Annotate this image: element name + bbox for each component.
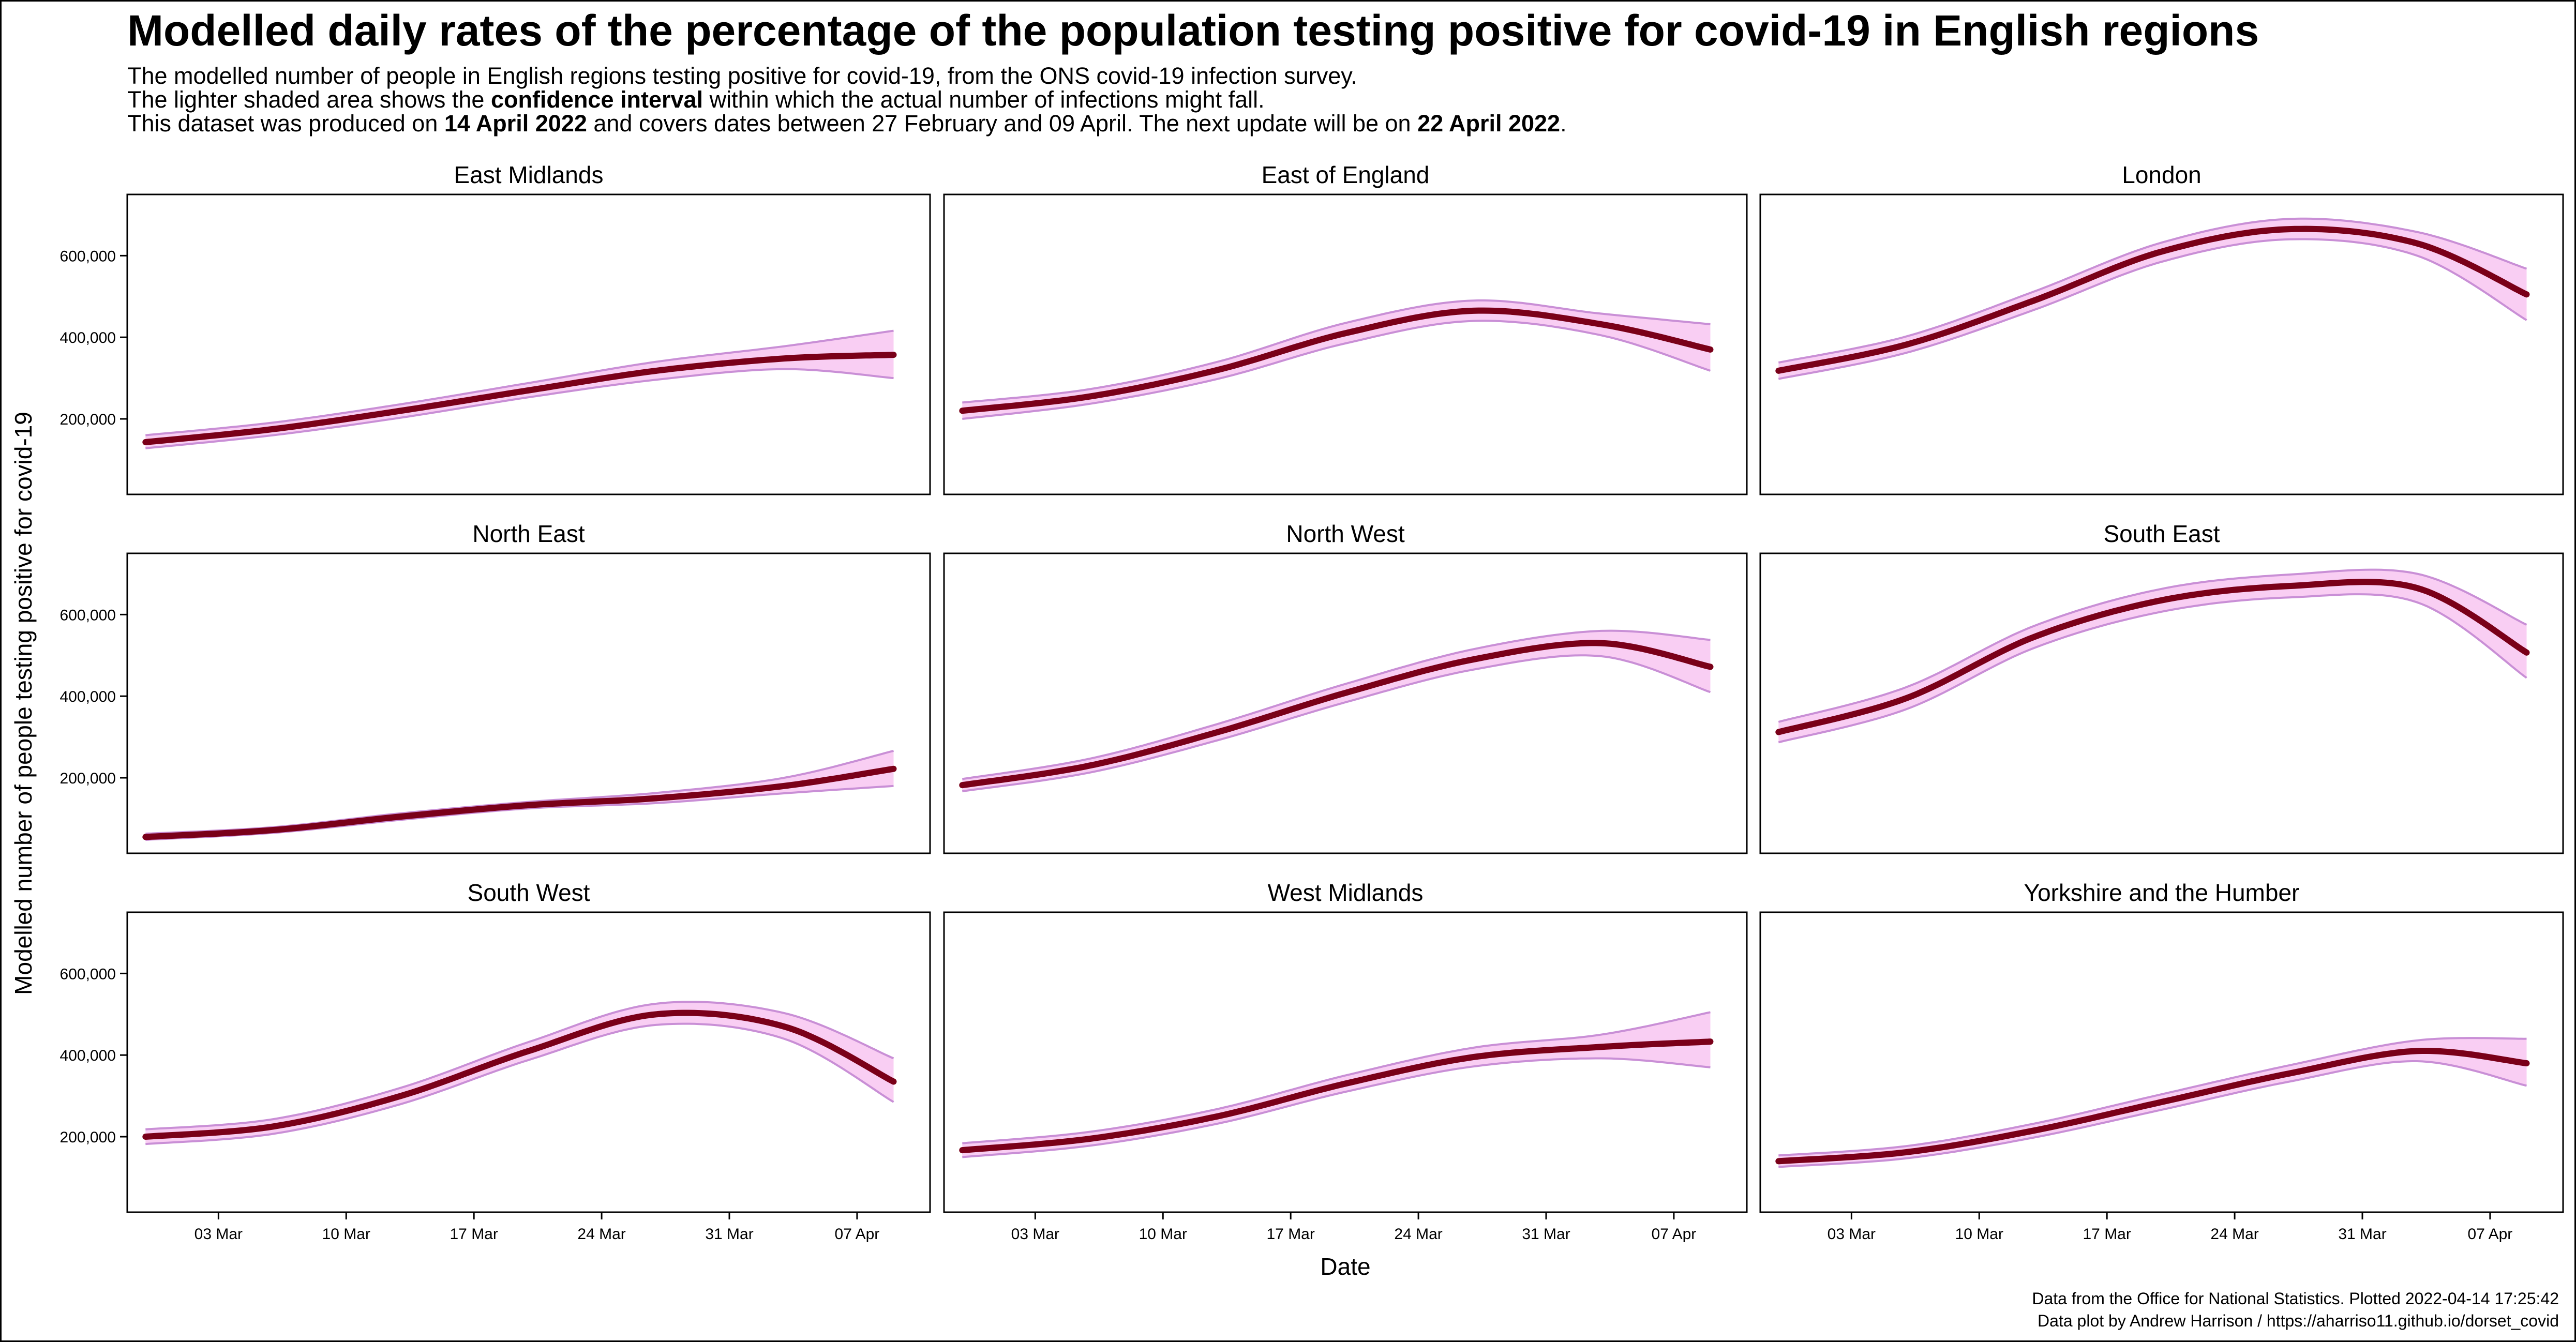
panel-border: [943, 193, 1748, 495]
x-tick-label: 03 Mar: [194, 1226, 243, 1243]
confidence-interval-band: [145, 1002, 894, 1144]
x-tick-label: 24 Mar: [577, 1226, 625, 1243]
panel-border: [126, 193, 931, 495]
panel-border: [943, 911, 1748, 1213]
x-tick-label: 31 Mar: [1522, 1226, 1570, 1243]
subtitle-line-1: The modelled number of people in English…: [127, 63, 1357, 89]
subtitle-emphasis: confidence interval: [490, 86, 703, 113]
panel-title: South West: [468, 879, 590, 906]
next-update-date: 22 April 2022: [1417, 110, 1561, 137]
subtitle-text: within which the actual number of infect…: [703, 86, 1265, 113]
lower-bound-line: [962, 1057, 1711, 1158]
subtitle-text: The lighter shaded area shows the: [127, 86, 491, 113]
x-tick-label: 17 Mar: [450, 1226, 498, 1243]
chart-title: Modelled daily rates of the percentage o…: [127, 6, 2259, 55]
y-tick-label: 200,000: [60, 770, 116, 787]
confidence-interval-band: [1778, 569, 2527, 743]
panel-title: North West: [1286, 520, 1404, 547]
subtitle-line-3: This dataset was produced on 14 April 20…: [127, 110, 1567, 137]
x-tick-label: 10 Mar: [1139, 1226, 1187, 1243]
panel-border: [1759, 911, 2564, 1213]
x-tick-label: 07 Apr: [1652, 1226, 1697, 1243]
upper-bound-line: [962, 1011, 1711, 1144]
y-tick-label: 400,000: [60, 329, 116, 346]
lower-bound-line: [145, 1022, 894, 1145]
upper-bound-line: [145, 1001, 894, 1130]
upper-bound-line: [1778, 217, 2527, 364]
subtitle-text: This dataset was produced on: [127, 110, 444, 137]
x-tick-label: 10 Mar: [322, 1226, 370, 1243]
panel-border: [1759, 193, 2564, 495]
series-line: [959, 1038, 1714, 1154]
x-tick-label: 07 Apr: [2468, 1226, 2513, 1243]
x-tick-label: 10 Mar: [1955, 1226, 2003, 1243]
x-tick-label: 17 Mar: [2083, 1226, 2131, 1243]
x-axis-label: Date: [1320, 1253, 1370, 1280]
y-tick-label: 600,000: [60, 966, 116, 983]
series-line: [142, 1009, 897, 1140]
upper-bound-line: [1778, 1037, 2527, 1157]
lower-bound-line: [962, 654, 1711, 793]
series-line: [1775, 1048, 2530, 1165]
x-tick-label: 24 Mar: [1394, 1226, 1442, 1243]
y-tick-label: 600,000: [60, 607, 116, 624]
panel-title: London: [2122, 161, 2201, 188]
panel-border: [943, 552, 1748, 854]
lower-bound-line: [1778, 593, 2527, 744]
x-tick-label: 03 Mar: [1011, 1226, 1059, 1243]
y-tick-label: 400,000: [60, 1047, 116, 1064]
upper-bound-line: [1778, 568, 2527, 723]
lower-bound-line: [1778, 1060, 2527, 1168]
x-tick-label: 07 Apr: [835, 1226, 880, 1243]
subtitle-line-2: The lighter shaded area shows the confid…: [127, 86, 1265, 113]
y-tick-label: 400,000: [60, 688, 116, 705]
y-axis-label: Modelled number of people testing positi…: [10, 412, 37, 995]
upper-bound-line: [962, 629, 1711, 780]
panel-title: East of England: [1262, 161, 1430, 188]
x-tick-label: 31 Mar: [2338, 1226, 2386, 1243]
panel-title: North East: [472, 520, 585, 547]
lower-bound-line: [145, 368, 894, 449]
series-line: [142, 352, 897, 445]
subtitle-text: and covers dates between 27 February and…: [587, 110, 1418, 137]
series-line: [959, 640, 1714, 789]
y-tick-label: 600,000: [60, 248, 116, 265]
confidence-interval-band: [1778, 218, 2527, 379]
upper-bound-line: [145, 329, 894, 436]
confidence-interval-band: [962, 300, 1711, 419]
x-tick-label: 24 Mar: [2210, 1226, 2258, 1243]
panel-title: Yorkshire and the Humber: [2024, 879, 2300, 906]
series-line: [1775, 579, 2530, 735]
y-tick-label: 200,000: [60, 411, 116, 428]
lower-bound-line: [1778, 238, 2527, 380]
panel-border: [126, 911, 931, 1213]
panel-title: West Midlands: [1268, 879, 1424, 906]
subtitle-text: .: [1560, 110, 1567, 137]
panel-title: East Midlands: [454, 161, 604, 188]
series-line: [1775, 225, 2530, 374]
panel-border: [1759, 552, 2564, 854]
author-credit: Data plot by Andrew Harrison / https://a…: [2038, 1311, 2559, 1330]
x-tick-label: 31 Mar: [705, 1226, 753, 1243]
lower-bound-line: [962, 320, 1711, 420]
produced-date: 14 April 2022: [444, 110, 587, 137]
x-tick-label: 17 Mar: [1266, 1226, 1314, 1243]
confidence-interval-band: [145, 750, 894, 840]
upper-bound-line: [962, 299, 1711, 404]
panel-border: [126, 552, 931, 854]
series-line: [959, 307, 1714, 414]
y-tick-label: 200,000: [60, 1129, 116, 1146]
series-line: [142, 765, 897, 840]
data-source-credit: Data from the Office for National Statis…: [2032, 1289, 2559, 1308]
x-tick-label: 03 Mar: [1828, 1226, 1876, 1243]
panel-title: South East: [2103, 520, 2220, 547]
